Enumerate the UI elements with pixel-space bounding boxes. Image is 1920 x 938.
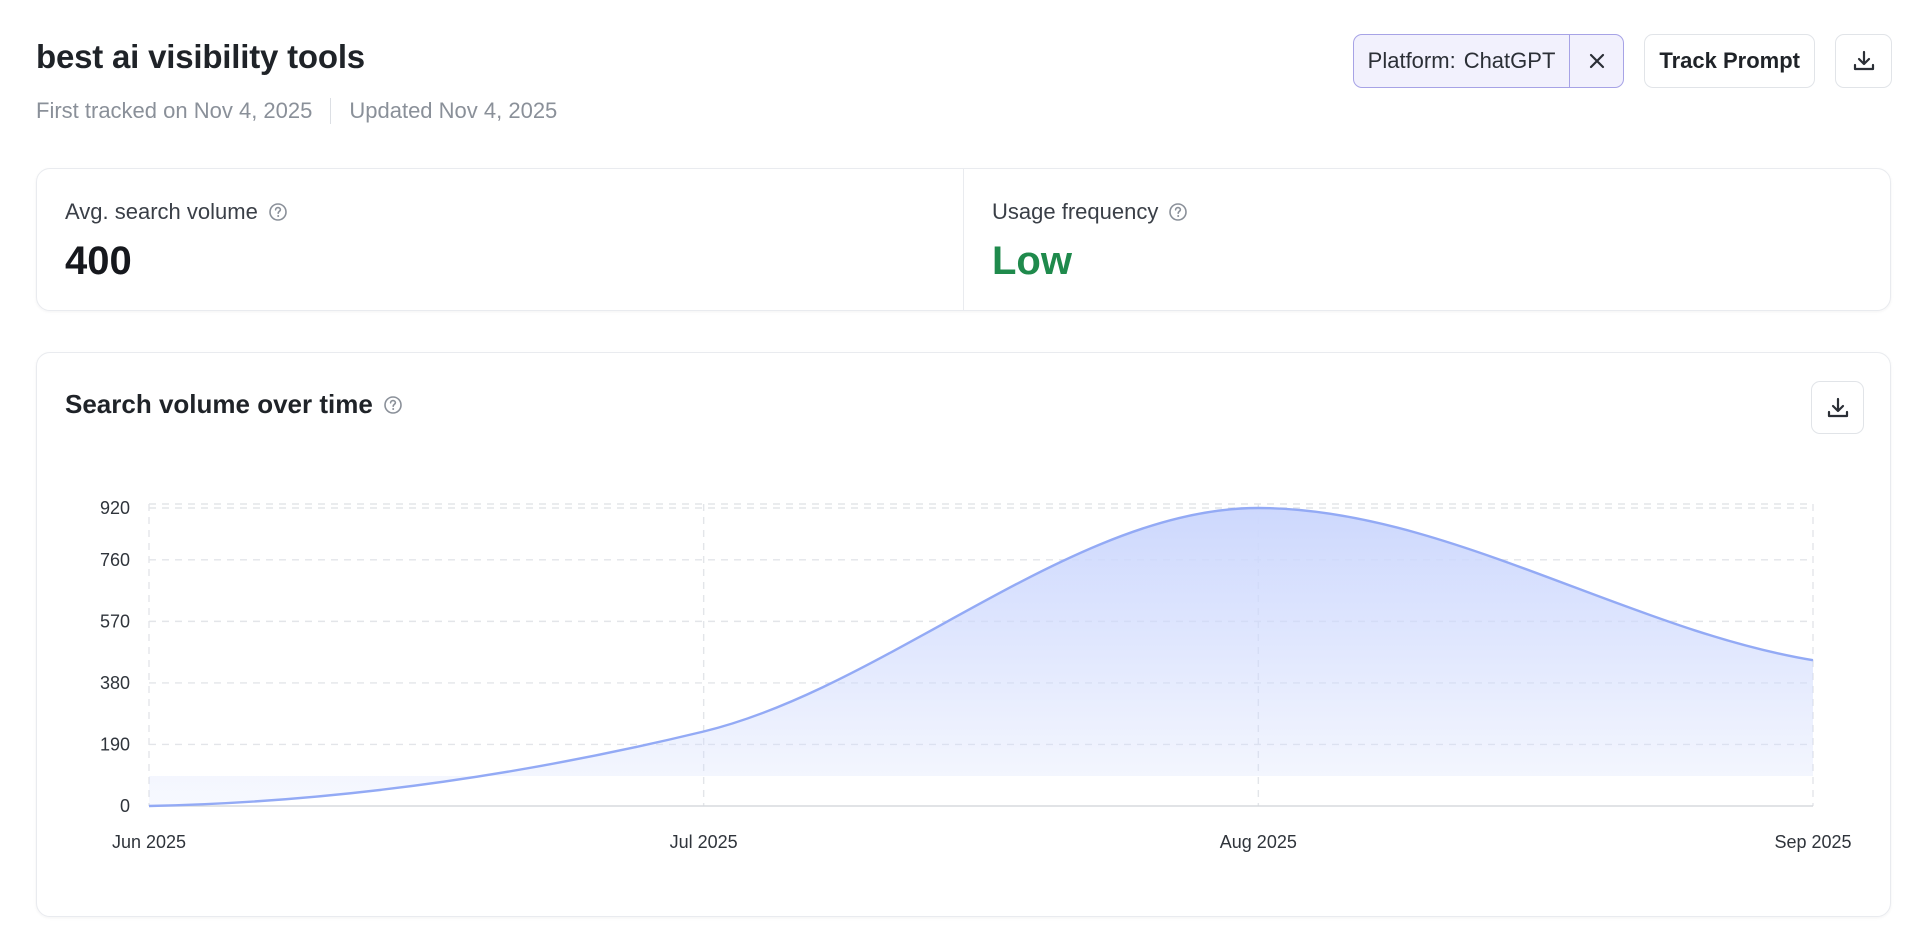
- help-circle-icon[interactable]: [383, 395, 403, 415]
- y-tick-label: 570: [100, 611, 130, 631]
- tracking-meta: First tracked on Nov 4, 2025 Updated Nov…: [36, 98, 557, 124]
- search-volume-value: 400: [65, 239, 132, 283]
- download-icon: [1853, 50, 1874, 71]
- series-area: [149, 508, 1813, 806]
- search-volume-label: Avg. search volume: [65, 199, 258, 224]
- platform-filter-label[interactable]: Platform: ChatGPT: [1354, 35, 1570, 87]
- y-tick-label: 380: [100, 673, 130, 693]
- y-tick-label: 0: [120, 796, 130, 816]
- chart-title: Search volume over time: [65, 389, 373, 419]
- usage-frequency-label-row: Usage frequency: [992, 199, 1862, 225]
- chart-title-row: Search volume over time: [65, 389, 403, 420]
- search-volume-chart-card: Search volume over time 0 190 380 570 760 920…: [36, 352, 1891, 917]
- download-icon: [1827, 397, 1848, 417]
- first-tracked-text: First tracked on Nov 4, 2025: [36, 98, 313, 123]
- y-tick-label: 760: [100, 550, 130, 570]
- platform-filter-value: ChatGPT: [1463, 48, 1556, 73]
- chart-download-button[interactable]: [1811, 381, 1864, 434]
- page-title: best ai visibility tools: [36, 38, 365, 75]
- download-button[interactable]: [1835, 34, 1892, 88]
- x-tick-label: Sep 2025: [1774, 832, 1851, 852]
- y-tick-label: 920: [100, 498, 130, 518]
- meta-divider: [330, 98, 332, 124]
- usage-frequency-stat: Usage frequency Low: [963, 169, 1890, 310]
- x-tick-label: Aug 2025: [1220, 832, 1297, 852]
- x-tick-label: Jun 2025: [112, 832, 186, 852]
- stats-card: Avg. search volume 400 Usage frequency: [36, 168, 1891, 311]
- track-prompt-button[interactable]: Track Prompt: [1644, 34, 1815, 88]
- platform-filter-key: Platform:: [1367, 48, 1456, 73]
- platform-filter-chip[interactable]: Platform: ChatGPT: [1352, 34, 1625, 88]
- header-actions: Platform: ChatGPT Track Prompt: [1352, 34, 1892, 88]
- remove-filter-button[interactable]: [1569, 35, 1623, 87]
- updated-text: Updated Nov 4, 2025: [349, 98, 558, 123]
- close-icon: [1589, 53, 1604, 69]
- search-volume-stat: Avg. search volume 400: [37, 169, 963, 310]
- help-circle-icon[interactable]: [1168, 202, 1188, 222]
- usage-frequency-value: Low: [992, 239, 1072, 283]
- usage-frequency-label: Usage frequency: [992, 199, 1159, 224]
- y-tick-label: 190: [100, 734, 130, 754]
- series-line: [148, 506, 1814, 808]
- x-tick-label: Jul 2025: [670, 832, 738, 852]
- help-circle-icon[interactable]: [268, 202, 288, 222]
- search-volume-chart: 0 190 380 570 760 920 Jun 2025 Jul 2025 Aug 2025…: [100, 498, 1852, 852]
- search-volume-label-row: Avg. search volume: [65, 199, 935, 225]
